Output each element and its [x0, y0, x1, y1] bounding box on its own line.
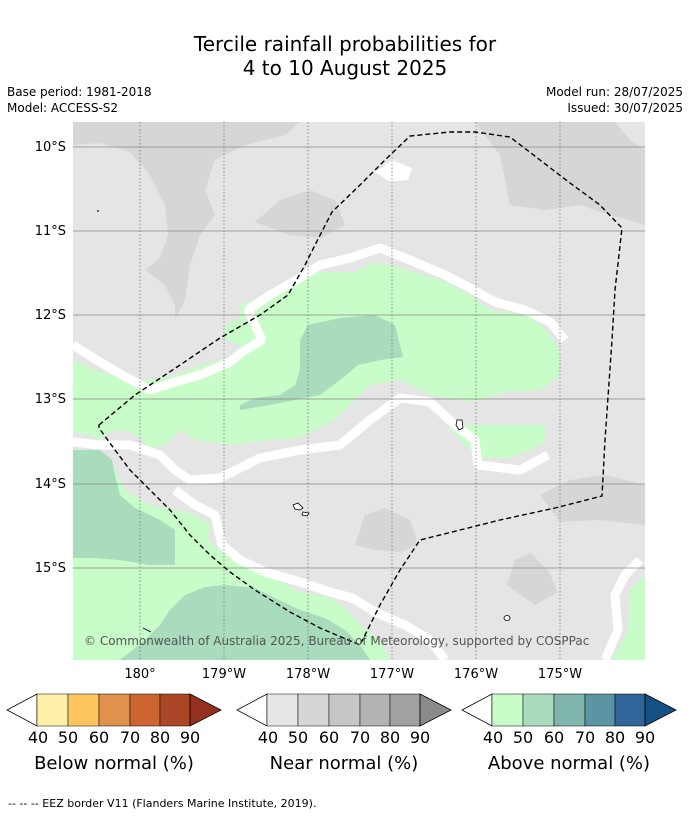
base-period: Base period: 1981-2018 — [7, 85, 152, 99]
copyright-text: © Commonwealth of Australia 2025, Bureau… — [84, 634, 589, 648]
lat-label: 10°S — [35, 140, 66, 155]
colorbar-tick: 40 — [27, 728, 49, 747]
colorbar-tick: 70 — [574, 728, 596, 747]
colorbar-swatch — [522, 693, 555, 727]
colorbar-title: Near normal (%) — [269, 753, 419, 774]
category-gap — [73, 243, 569, 395]
issued-date: Issued: 30/07/2025 — [567, 101, 683, 115]
near-normal-50-region — [475, 122, 645, 225]
lon-label: 175°W — [538, 667, 582, 682]
model-run: Model run: 28/07/2025 — [545, 85, 683, 99]
colorbar-swatch — [553, 693, 586, 727]
lon-label: 176°W — [454, 667, 498, 682]
near-normal-50-region — [540, 475, 645, 525]
colorbar-tick: 50 — [287, 728, 309, 747]
colorbar-swatch — [359, 693, 391, 727]
model-name: Model: ACCESS-S2 — [7, 101, 119, 115]
colorbar-tick: 80 — [379, 728, 401, 747]
colorbar-tick: 70 — [349, 728, 371, 747]
colorbar-above-normal — [461, 693, 677, 727]
title-line-1: Tercile rainfall probabilities for — [193, 32, 497, 56]
island-dot — [97, 210, 99, 212]
colorbar-tick: 60 — [88, 728, 110, 747]
colorbar-tick: 90 — [409, 728, 431, 747]
colorbar-swatch — [389, 693, 421, 727]
colorbar-tick: 90 — [179, 728, 201, 747]
lon-label: 180° — [124, 667, 155, 682]
grid — [139, 122, 561, 660]
colorbar-tick: 60 — [543, 728, 565, 747]
lon-label: 178°W — [286, 667, 330, 682]
island-outline — [503, 615, 511, 621]
category-gap — [375, 160, 412, 182]
lon-label: 179°W — [202, 667, 246, 682]
colorbar-tick: 60 — [318, 728, 340, 747]
category-gap — [172, 486, 449, 660]
title-line-2: 4 to 10 August 2025 — [242, 56, 448, 80]
map: 10°S 11°S 12°S 13°S 14°S 15°S 180° 179°W… — [35, 122, 645, 682]
above-normal-50-region — [240, 315, 403, 410]
lat-label: 15°S — [35, 561, 66, 576]
colorbar-extend-high — [419, 693, 452, 727]
above-normal-40-region — [73, 450, 390, 660]
colorbar-extend-low — [236, 693, 268, 727]
island-outline — [142, 627, 152, 633]
colorbar-swatch — [67, 693, 100, 727]
eez-border — [98, 131, 623, 646]
colorbar-title: Above normal (%) — [487, 753, 651, 774]
colorbar-tick: 70 — [119, 728, 141, 747]
colorbar-swatch — [98, 693, 131, 727]
colorbar-extend-low — [6, 693, 38, 727]
colorbar-tick: 80 — [149, 728, 171, 747]
above-normal-50-region — [120, 585, 370, 660]
colorbar-swatch — [129, 693, 161, 727]
lat-label: 14°S — [35, 477, 66, 492]
category-gap — [600, 556, 644, 660]
lat-label: 12°S — [35, 308, 66, 323]
colorbar-extend-low — [461, 693, 493, 727]
above-normal-40-region — [437, 410, 545, 458]
above-normal-50-region — [73, 450, 175, 565]
island-outline — [292, 502, 304, 511]
near-normal-50-region — [507, 553, 558, 605]
colorbar-swatch — [328, 693, 361, 727]
lat-label: 11°S — [35, 224, 66, 239]
island-outline — [301, 511, 310, 517]
colorbar-tick: 90 — [634, 728, 656, 747]
lon-label: 177°W — [370, 667, 414, 682]
colorbar-swatch — [614, 693, 646, 727]
lat-label: 13°S — [35, 392, 66, 407]
colorbar-below-normal — [6, 693, 222, 727]
colorbar-tick: 40 — [482, 728, 504, 747]
colorbar-title: Below normal (%) — [34, 753, 194, 774]
colorbar-extend-high — [189, 693, 222, 727]
colorbar-tick: 40 — [257, 728, 279, 747]
colorbar-tick: 50 — [57, 728, 79, 747]
colorbar-swatch — [584, 693, 616, 727]
colorbar-near-normal — [236, 693, 452, 727]
colorbar-tick: 50 — [512, 728, 534, 747]
colorbar-swatch — [36, 693, 69, 727]
near-normal-50-region — [73, 122, 300, 320]
colorbar-swatch — [297, 693, 330, 727]
eez-footnote: -- -- -- EEZ border V11 (Flanders Marine… — [8, 797, 317, 810]
above-normal-40-region — [612, 575, 645, 660]
island-outline — [455, 419, 464, 431]
grid — [73, 146, 645, 569]
colorbar-swatch — [491, 693, 524, 727]
map-area — [73, 122, 645, 660]
colorbar-swatch — [266, 693, 299, 727]
near-normal-50-region — [355, 508, 418, 552]
colorbar-extend-high — [644, 693, 677, 727]
category-gap — [73, 393, 551, 485]
colorbar-swatch — [159, 693, 191, 727]
near-normal-50-region — [255, 190, 345, 238]
colorbar-tick: 80 — [604, 728, 626, 747]
